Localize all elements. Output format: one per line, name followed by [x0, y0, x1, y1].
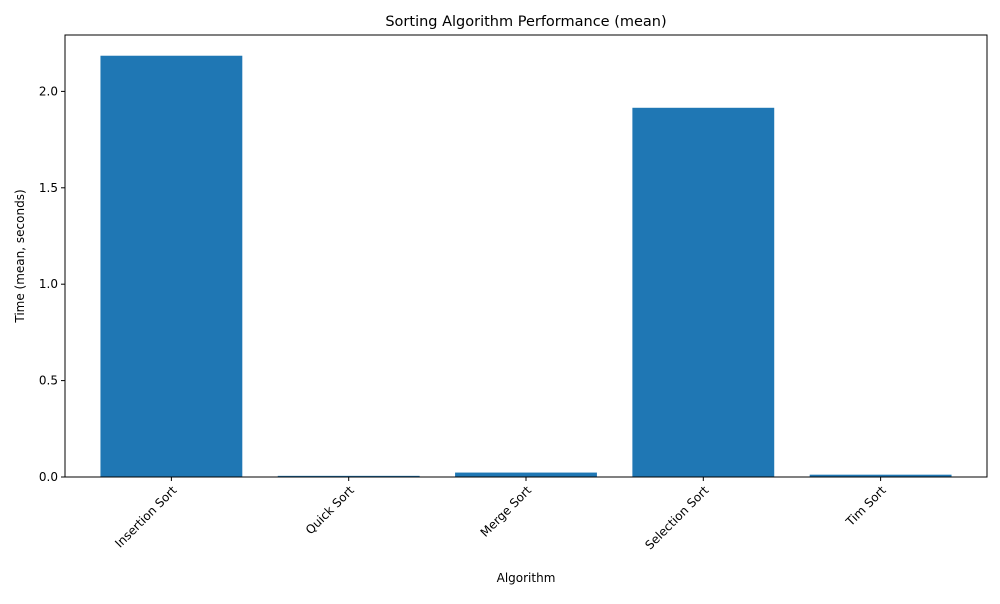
x-tick-label: Tim Sort: [842, 483, 888, 529]
x-axis-ticks: Insertion Sort Quick Sort Merge Sort Select…: [112, 477, 889, 552]
bar-quick-sort: [277, 475, 420, 477]
y-tick-label: 0.0: [39, 470, 58, 484]
x-tick-label: Insertion Sort: [112, 483, 179, 550]
plot-area-frame: [64, 34, 988, 478]
bar-selection-sort: [632, 107, 775, 477]
y-tick-label: 1.0: [39, 277, 58, 291]
x-tick-label: Merge Sort: [478, 483, 535, 540]
bar-tim-sort: [809, 474, 952, 477]
bar-insertion-sort: [100, 55, 243, 477]
y-tick-label: 2.0: [39, 84, 58, 98]
x-tick-label: Quick Sort: [303, 483, 357, 537]
y-axis-ticks: 0.0 0.5 1.0 1.5 2.0: [39, 84, 65, 484]
chart-title: Sorting Algorithm Performance (mean): [385, 14, 666, 30]
bars-group: [100, 55, 952, 477]
bar-merge-sort: [455, 472, 597, 477]
y-axis-label: Time (mean, seconds): [13, 189, 27, 323]
y-tick-label: 0.5: [39, 374, 58, 388]
x-tick-label: Selection Sort: [642, 483, 711, 552]
y-tick-label: 1.5: [39, 181, 58, 195]
x-axis-label: Algorithm: [497, 571, 556, 585]
